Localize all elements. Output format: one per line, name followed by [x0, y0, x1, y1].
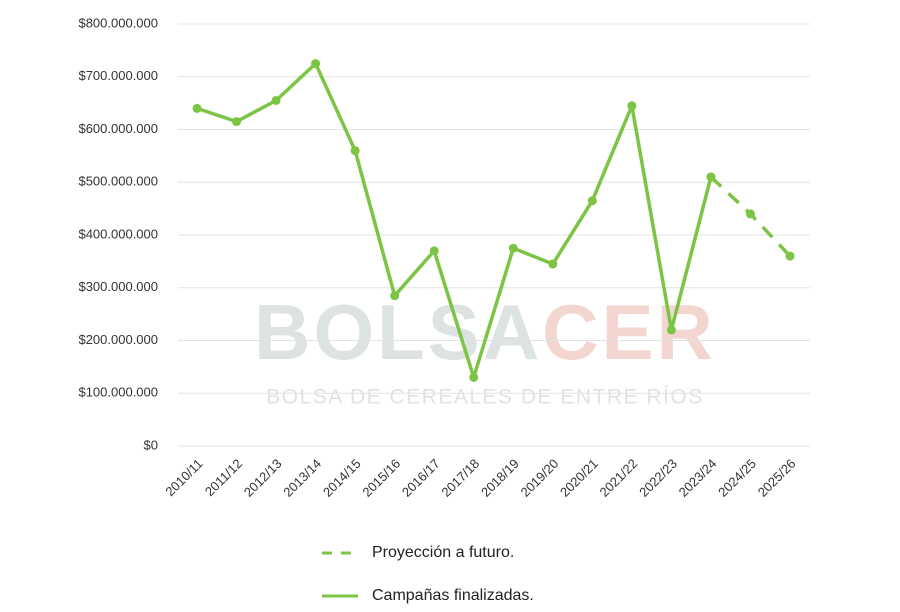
y-tick-label: $0	[144, 437, 158, 452]
x-tick-label: 2023/24	[676, 456, 720, 500]
x-tick-label: 2024/25	[715, 456, 759, 500]
watermark-part: BOLSA	[254, 288, 542, 376]
data-point	[192, 103, 202, 113]
data-point	[666, 325, 676, 335]
y-tick-label: $600.000.000	[78, 121, 158, 136]
data-point	[350, 146, 360, 156]
x-tick-label: 2018/19	[478, 456, 522, 500]
data-point	[390, 291, 400, 301]
data-point	[271, 95, 281, 105]
watermark-subtitle: BOLSA DE CEREALES DE ENTRE RÍOS	[266, 386, 703, 409]
data-point	[508, 243, 518, 253]
y-tick-label: $200.000.000	[78, 332, 158, 347]
x-tick-label: 2020/21	[557, 456, 601, 500]
data-point	[627, 101, 637, 111]
x-tick-label: 2012/13	[241, 456, 285, 500]
x-tick-label: 2013/14	[280, 456, 324, 500]
legend-label: Campañas finalizadas.	[372, 587, 534, 604]
watermark-part: CER	[542, 288, 716, 376]
x-tick-label: 2022/23	[636, 456, 680, 500]
data-point	[429, 246, 439, 256]
legend-label: Proyección a futuro.	[372, 544, 514, 561]
watermark-logo: BOLSACER	[254, 288, 716, 376]
x-tick-label: 2010/11	[162, 456, 205, 499]
x-tick-label: 2015/16	[359, 456, 403, 500]
watermark: BOLSACER BOLSA DE CEREALES DE ENTRE RÍOS	[254, 288, 716, 409]
x-tick-label: 2011/12	[202, 456, 245, 499]
y-tick-label: $800.000.000	[78, 15, 158, 30]
data-point	[745, 209, 755, 219]
y-tick-label: $300.000.000	[78, 279, 158, 294]
x-tick-label: 2025/26	[755, 456, 799, 500]
y-tick-label: $700.000.000	[78, 68, 158, 83]
data-point	[469, 372, 479, 382]
x-tick-label: 2019/20	[518, 456, 562, 500]
data-point	[311, 59, 321, 69]
y-tick-label: $400.000.000	[78, 226, 158, 241]
data-point	[548, 259, 558, 269]
y-tick-label: $100.000.000	[78, 385, 158, 400]
data-point	[785, 251, 795, 261]
x-tick-label: 2017/18	[438, 456, 482, 500]
x-tick-label: 2016/17	[399, 456, 443, 500]
data-point	[587, 196, 597, 206]
series-line	[196, 61, 713, 380]
y-tick-label: $500.000.000	[78, 174, 158, 189]
x-tick-label: 2021/22	[597, 456, 641, 500]
data-point	[706, 172, 716, 182]
data-point	[232, 117, 242, 127]
x-tick-label: 2014/15	[320, 456, 364, 500]
